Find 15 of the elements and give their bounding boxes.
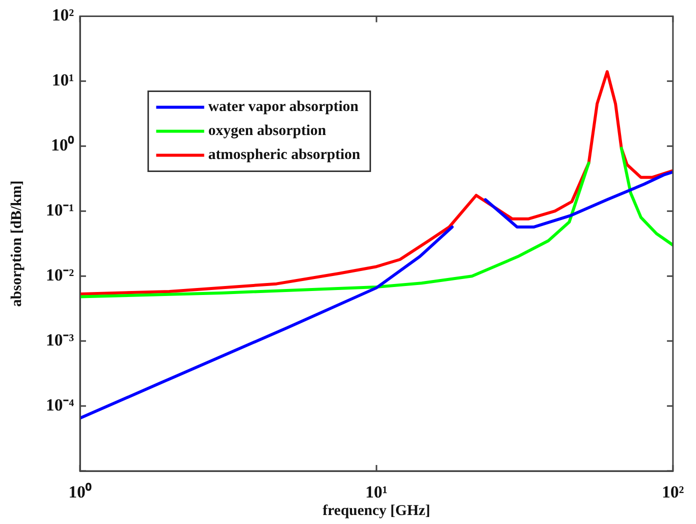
y-axis-title: absorption [dB/km] — [8, 180, 25, 307]
legend-label: oxygen absorption — [208, 123, 327, 140]
legend-label: water vapor absorption — [208, 99, 360, 116]
y-tick-label: 10² — [52, 6, 74, 25]
legend-label: atmospheric absorption — [208, 147, 361, 164]
y-tick-label: 10⁻⁴ — [46, 395, 74, 414]
y-tick-label: 10⁻² — [46, 265, 74, 284]
x-axis-title: frequency [GHz] — [322, 502, 430, 519]
y-tick-label: 10⁻³ — [46, 330, 74, 350]
y-tick-label: 10⁰ — [51, 136, 74, 155]
y-tick-label: 10⁻¹ — [46, 200, 74, 220]
x-tick-label: 10¹ — [365, 482, 388, 502]
y-tick-label: 10¹ — [52, 70, 74, 90]
x-tick-label: 10² — [662, 482, 684, 502]
x-tick-label: 10⁰ — [68, 482, 92, 502]
